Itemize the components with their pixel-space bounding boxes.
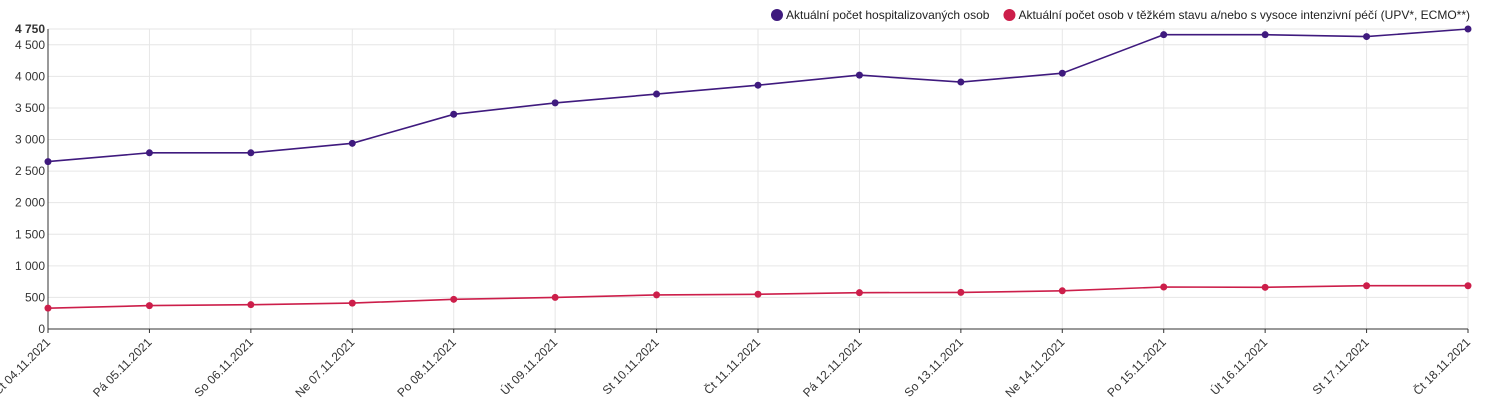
y-tick-label: 1 000 — [15, 259, 45, 273]
data-point[interactable] — [450, 110, 458, 118]
data-point[interactable] — [1058, 287, 1066, 295]
y-tick-label: 1 500 — [15, 227, 45, 241]
y-tick-label: 4 500 — [15, 38, 45, 52]
legend-marker — [1003, 9, 1016, 21]
legend-marker — [770, 9, 783, 21]
data-point[interactable] — [957, 288, 965, 296]
data-point[interactable] — [145, 302, 153, 310]
x-tick-label: Pá 12.11.2021 — [800, 335, 865, 400]
data-point[interactable] — [855, 289, 863, 297]
x-tick-label: Út 16.11.2021 — [1207, 334, 1271, 398]
data-point[interactable] — [1363, 33, 1371, 41]
y-tick-label: 4 750 — [15, 22, 45, 36]
series — [44, 25, 1472, 312]
data-point[interactable] — [1363, 282, 1371, 290]
data-point[interactable] — [247, 149, 255, 157]
data-point[interactable] — [754, 81, 762, 89]
series-2 — [44, 282, 1472, 312]
y-axis-ticks: 0 500 1 000 1 500 2 000 2 500 3 000 3 500 4 000 4… — [15, 22, 45, 336]
data-point[interactable] — [1160, 283, 1168, 291]
x-tick-label: Pá 05.11.2021 — [90, 335, 155, 400]
y-tick-label: 500 — [25, 290, 45, 304]
y-tick-label: 4 000 — [15, 69, 45, 83]
y-tick-label: 2 500 — [15, 164, 45, 178]
x-tick-label: Út 09.11.2021 — [497, 334, 561, 398]
data-point[interactable] — [1058, 69, 1066, 77]
data-point[interactable] — [551, 99, 559, 107]
data-point[interactable] — [348, 299, 356, 307]
x-axis-ticks: Čt 04.11.2021 Pá 05.11.2021 So 06.11.2021 N… — [0, 334, 1473, 400]
data-point[interactable] — [44, 158, 52, 166]
data-point[interactable] — [44, 304, 52, 312]
x-tick-label: Čt 11.11.2021 — [700, 334, 763, 397]
x-tick-label: St 17.11.2021 — [1310, 335, 1372, 397]
legend[interactable]: Aktuální počet osob v těžkém stavu a/neb… — [770, 8, 1470, 22]
data-point[interactable] — [145, 149, 153, 157]
data-point[interactable] — [1160, 31, 1168, 39]
data-point[interactable] — [1464, 282, 1472, 290]
grid — [47, 28, 1469, 329]
legend-item-1[interactable]: Aktuální počet hospitalizovaných osob — [770, 8, 990, 22]
legend-item-2[interactable]: Aktuální počet osob v těžkém stavu a/neb… — [1003, 8, 1470, 22]
data-point[interactable] — [855, 71, 863, 79]
legend-label: Aktuální počet osob v těžkém stavu a/neb… — [1018, 8, 1470, 22]
x-tick-label: Ne 14.11.2021 — [1002, 335, 1067, 400]
data-point[interactable] — [348, 139, 356, 147]
x-tick-label: Čt 04.11.2021 — [0, 334, 53, 398]
x-tick-label: Po 15.11.2021 — [1104, 335, 1169, 400]
legend-label: Aktuální počet hospitalizovaných osob — [786, 8, 990, 22]
x-tick-label: Ne 07.11.2021 — [292, 335, 357, 400]
x-tick-label: So 06.11.2021 — [191, 335, 256, 400]
x-tick-label: So 13.11.2021 — [901, 335, 966, 400]
data-point[interactable] — [653, 291, 661, 299]
data-point[interactable] — [653, 90, 661, 98]
x-tick-label: Po 08.11.2021 — [394, 335, 459, 400]
data-point[interactable] — [1261, 31, 1269, 39]
data-point[interactable] — [754, 290, 762, 298]
data-point[interactable] — [551, 293, 559, 301]
y-tick-label: 3 500 — [15, 101, 45, 115]
y-tick-label: 2 000 — [15, 196, 45, 210]
data-point[interactable] — [957, 78, 965, 86]
x-tick-label: Čt 18.11.2021 — [1410, 334, 1474, 398]
series-1 — [44, 25, 1472, 166]
data-point[interactable] — [1464, 25, 1472, 33]
x-tick-label: St 10.11.2021 — [600, 335, 662, 397]
axes — [47, 29, 1469, 333]
y-tick-label: 3 000 — [15, 133, 45, 147]
data-point[interactable] — [1261, 283, 1269, 291]
data-point[interactable] — [450, 295, 458, 303]
data-point[interactable] — [247, 301, 255, 309]
y-tick-label: 0 — [38, 322, 45, 336]
